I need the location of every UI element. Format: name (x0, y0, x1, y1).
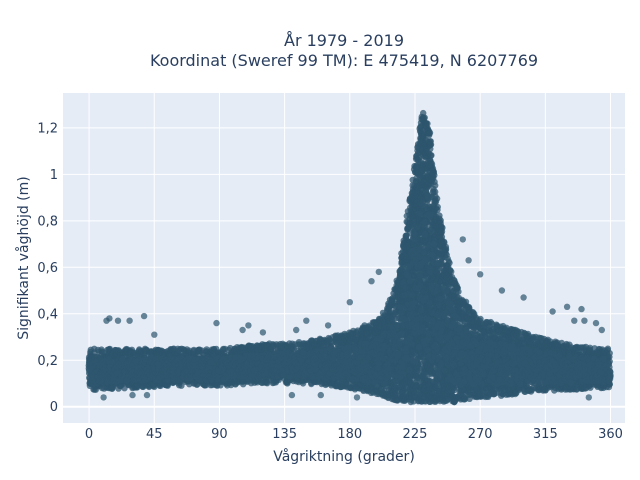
chart-title-line2: Koordinat (Sweref 99 TM): E 475419, N 62… (150, 51, 538, 70)
data-point (427, 138, 434, 145)
data-point (428, 152, 435, 159)
data-point (438, 228, 446, 235)
data-point (433, 195, 441, 202)
data-point (426, 129, 434, 136)
chart-title-line1: År 1979 - 2019 (284, 31, 404, 50)
data-point (432, 182, 439, 189)
data-point (436, 212, 443, 219)
data-point (427, 145, 434, 153)
data-point (434, 206, 441, 214)
data-point (428, 161, 436, 168)
data-point (178, 382, 185, 389)
data-point (438, 233, 446, 241)
data-point (431, 171, 438, 179)
data-point (442, 246, 450, 253)
data-point (421, 114, 428, 121)
data-points (85, 109, 614, 406)
